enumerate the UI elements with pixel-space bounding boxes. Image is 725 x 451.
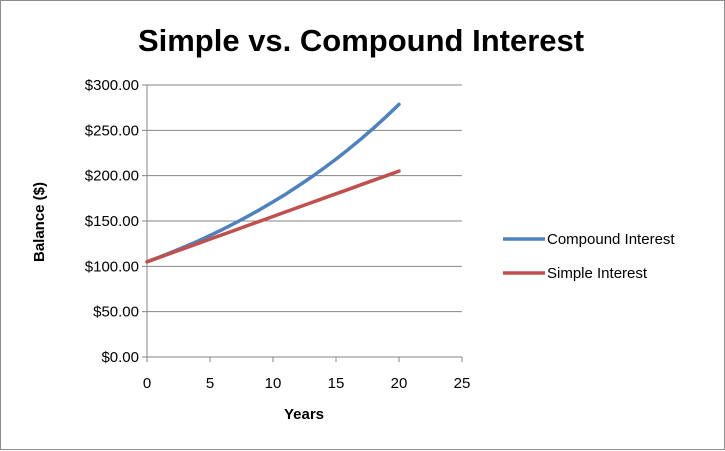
series-lines (145, 102, 401, 264)
axes (142, 84, 463, 362)
x-tick-label: 15 (328, 375, 345, 392)
gridlines (147, 84, 462, 313)
y-tick-label: $0.00 (101, 349, 139, 366)
legend-label-simple-interest: Simple Interest (547, 265, 648, 282)
y-tick-label: $100.00 (85, 258, 139, 275)
x-tick-label: 5 (206, 375, 214, 392)
x-tick-label: 25 (454, 375, 471, 392)
y-axis-title: Balance ($) (31, 182, 48, 262)
tick-labels: $0.00 $50.00 $100.00 $150.00 $200.00 $250.00 $… (85, 77, 471, 392)
y-tick-label: $50.00 (93, 304, 139, 321)
legend-label-compound-interest: Compound Interest (547, 231, 675, 248)
x-tick-label: 20 (391, 375, 408, 392)
x-tick-label: 10 (265, 375, 282, 392)
y-tick-label: $200.00 (85, 168, 139, 185)
series-line-simple-interest (145, 169, 401, 264)
x-axis-title: Years (284, 406, 324, 423)
legend: Compound Interest Simple Interest (503, 231, 675, 282)
x-tick-label: 0 (143, 375, 151, 392)
y-tick-label: $150.00 (85, 213, 139, 230)
y-tick-label: $250.00 (85, 122, 139, 139)
y-tick-label: $300.00 (85, 77, 139, 94)
chart-title: Simple vs. Compound Interest (138, 23, 584, 58)
